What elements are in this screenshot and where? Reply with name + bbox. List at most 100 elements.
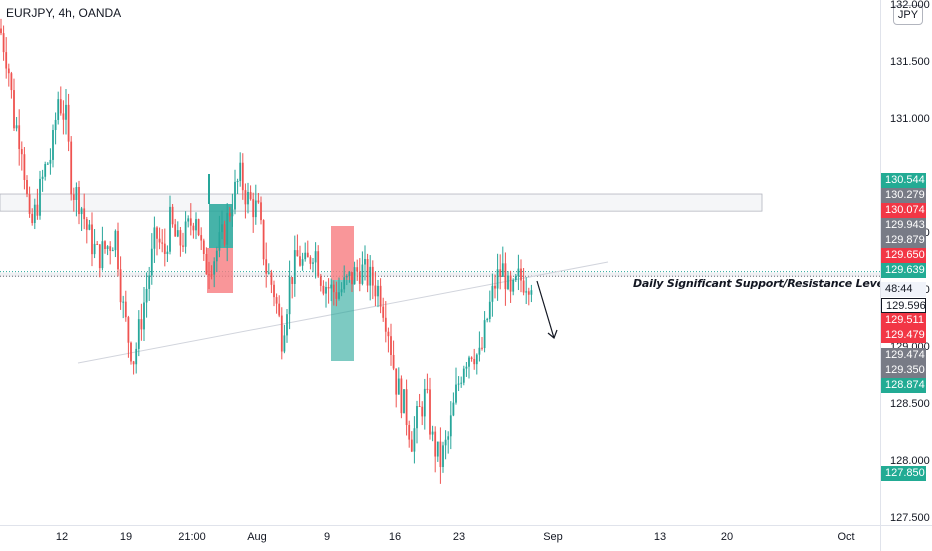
candle-down: [260, 202, 262, 221]
candle-up: [457, 383, 460, 385]
candle-down: [205, 253, 208, 275]
candle-down: [85, 219, 88, 230]
projection-arrow-line: [536, 280, 555, 339]
candle-down: [62, 113, 65, 120]
candle-up: [143, 302, 145, 330]
candle-down: [28, 194, 31, 214]
time-tick: 21:00: [178, 531, 206, 543]
candle-up: [496, 269, 499, 289]
candle-down: [439, 441, 442, 468]
price-label-badge: 129.650: [881, 248, 926, 263]
candle-down: [426, 388, 429, 390]
candle-down: [520, 268, 522, 281]
candle-up: [377, 285, 379, 297]
candle-up: [364, 259, 366, 265]
price-label-badge: 129.879: [881, 233, 926, 248]
candle-up: [304, 252, 307, 260]
candle-up: [325, 286, 327, 294]
price-label-badge: 130.074: [881, 203, 926, 218]
candle-down: [70, 141, 73, 195]
candle-up: [512, 279, 515, 292]
symbol-title[interactable]: EURJPY, 4h, OANDA: [6, 6, 122, 20]
price-chart[interactable]: [0, 0, 880, 525]
candle-up: [345, 275, 348, 278]
candle-up: [166, 251, 169, 255]
candle-down: [262, 220, 265, 260]
candle-down: [192, 225, 195, 231]
candle-up: [148, 275, 151, 289]
candle-up: [488, 301, 491, 319]
candle-up: [468, 357, 470, 367]
candle-up: [491, 285, 494, 302]
price-label-badge: 129.350: [881, 363, 926, 378]
candle-up: [288, 277, 291, 315]
candle-down: [332, 284, 335, 293]
candle-down: [356, 267, 359, 272]
price-label-badge: 129.639: [881, 263, 926, 278]
price-tick: 131.500: [890, 55, 930, 68]
short-position-stop: [331, 226, 354, 280]
candle-up: [348, 272, 351, 276]
candle-up: [184, 221, 187, 247]
price-tick: 128.500: [890, 398, 930, 411]
candle-up: [226, 213, 229, 245]
candle-up: [423, 388, 426, 417]
candle-down: [405, 389, 408, 426]
candle-down: [335, 292, 338, 299]
candle-down: [2, 33, 5, 53]
candle-up: [221, 224, 223, 233]
candle-up: [44, 164, 47, 177]
candle-up: [218, 232, 221, 251]
scale-corner: [880, 525, 932, 551]
candle-up: [267, 272, 270, 274]
currency-button[interactable]: JPY: [893, 5, 923, 25]
candle-down: [13, 90, 15, 129]
candle-up: [187, 218, 190, 222]
candle-down: [59, 99, 62, 114]
candle-down: [241, 162, 244, 191]
candle-up: [507, 275, 509, 290]
time-scale[interactable]: [0, 525, 880, 551]
candle-up: [301, 259, 304, 266]
candle-up: [525, 291, 528, 293]
candle-down: [379, 285, 382, 307]
chart-area[interactable]: [0, 0, 880, 525]
candle-down: [306, 252, 309, 258]
candle-down: [78, 187, 80, 215]
candle-up: [369, 266, 372, 286]
candle-up: [135, 348, 138, 365]
candle-up: [247, 191, 249, 205]
candle-up: [442, 445, 444, 468]
time-tick: 19: [119, 531, 133, 543]
candle-up: [49, 159, 52, 164]
candle-down: [257, 200, 260, 203]
price-label-badge: 129.479: [881, 328, 926, 343]
candle-up: [340, 289, 343, 293]
candle-down: [278, 303, 281, 316]
candle-up: [213, 261, 216, 275]
price-label-badge: 129.474: [881, 348, 926, 363]
candle-up: [486, 318, 489, 321]
candle-down: [163, 243, 166, 255]
candle-up: [312, 262, 314, 264]
price-tick: 127.500: [890, 512, 930, 525]
candle-down: [189, 218, 192, 226]
candle-down: [171, 206, 174, 225]
candle-down: [421, 406, 424, 417]
candle-up: [483, 320, 486, 349]
candle-down: [208, 274, 210, 276]
candle-up: [460, 382, 463, 384]
candle-down: [309, 257, 312, 264]
candle-up: [413, 428, 416, 452]
candle-down: [119, 269, 122, 303]
projection-arrow-head: [547, 329, 558, 340]
candle-up: [465, 366, 468, 369]
candle-down: [494, 285, 496, 289]
candle-up: [353, 267, 356, 285]
candle-down: [83, 208, 86, 220]
candle-down: [351, 272, 353, 285]
candle-up: [169, 206, 171, 252]
candle-down: [395, 368, 398, 395]
candle-down: [481, 347, 483, 349]
price-label-badge: 129.943: [881, 218, 926, 233]
